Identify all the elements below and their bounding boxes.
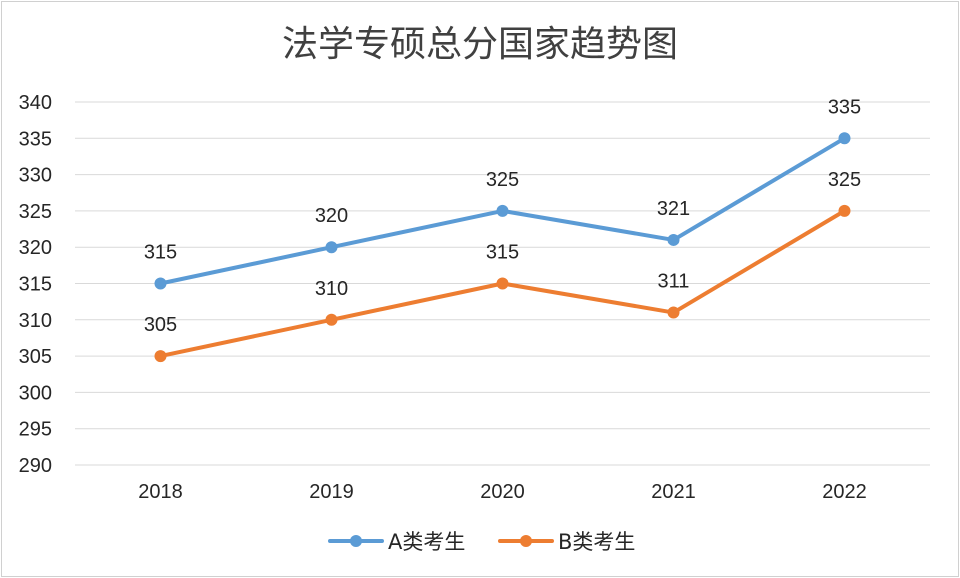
data-label: 335: [828, 96, 861, 118]
data-label: 325: [828, 169, 861, 191]
y-axis-ticks: 290 295 300 305 310 315 320 325 330 335 340: [19, 92, 52, 477]
data-point: [838, 204, 851, 217]
chart-title: 法学专硕总分国家趋势图: [282, 24, 678, 65]
data-point: [325, 241, 338, 254]
y-tick-label: 310: [19, 310, 52, 332]
legend: A类考生 B类考生: [328, 530, 635, 554]
legend-marker: [520, 535, 532, 547]
y-tick-label: 330: [19, 165, 52, 187]
x-tick-label: 2018: [138, 481, 183, 503]
x-tick-label: 2019: [309, 481, 354, 503]
series-group: [154, 132, 851, 363]
x-tick-label: 2022: [822, 481, 867, 503]
data-point: [838, 132, 851, 145]
data-point: [154, 277, 167, 290]
y-tick-label: 320: [19, 237, 52, 259]
legend-marker: [350, 535, 362, 547]
x-tick-label: 2020: [480, 481, 525, 503]
data-label: 321: [657, 198, 690, 220]
data-label: 311: [658, 271, 690, 293]
data-label: 315: [144, 242, 177, 264]
x-tick-label: 2021: [651, 481, 696, 503]
legend-label: B类考生: [558, 530, 635, 554]
y-tick-label: 305: [19, 346, 52, 368]
legend-label: A类考生: [388, 530, 465, 554]
x-axis-ticks: 2018 2019 2020 2021 2022: [138, 481, 867, 503]
data-label: 320: [315, 205, 348, 227]
data-point: [496, 204, 509, 217]
y-tick-label: 315: [19, 274, 52, 296]
y-tick-label: 325: [19, 201, 52, 223]
grid: [75, 101, 930, 466]
y-tick-label: 295: [19, 419, 52, 441]
data-label: 305: [144, 314, 177, 336]
data-point: [496, 277, 509, 290]
data-point: [325, 313, 338, 326]
data-point: [667, 233, 680, 246]
data-labels: 315 320 325 321 335 305 310 315 311 325: [144, 96, 861, 336]
y-tick-label: 340: [19, 92, 52, 114]
data-point: [154, 350, 167, 363]
y-tick-label: 290: [19, 455, 52, 477]
data-label: 315: [486, 242, 519, 264]
y-tick-label: 335: [19, 128, 52, 150]
y-tick-label: 300: [19, 382, 52, 404]
data-point: [667, 306, 680, 319]
data-label: 310: [315, 278, 348, 300]
data-label: 325: [486, 169, 519, 191]
